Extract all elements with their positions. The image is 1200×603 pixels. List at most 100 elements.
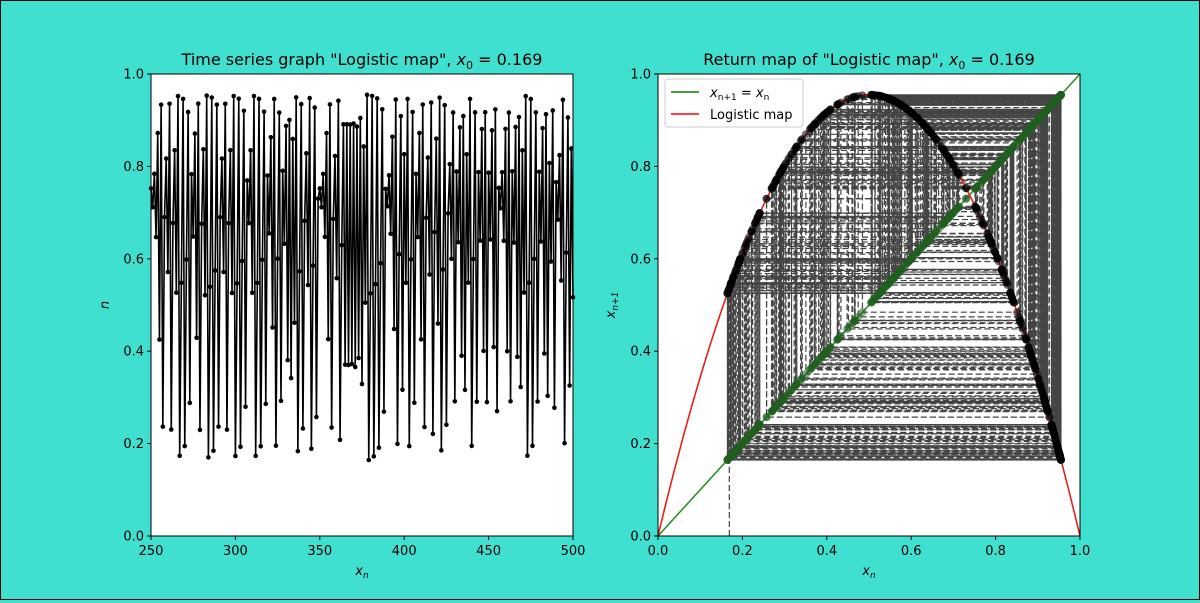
diagonal-point bbox=[871, 293, 880, 302]
time-series-point bbox=[195, 101, 201, 106]
return-map-point bbox=[791, 144, 800, 153]
time-series-xtick-label: 300 bbox=[223, 544, 248, 559]
time-series-point bbox=[209, 95, 215, 100]
diagonal-point bbox=[727, 451, 736, 460]
time-series-point bbox=[207, 284, 213, 290]
return-map-point bbox=[972, 204, 981, 213]
return-map-point bbox=[897, 101, 906, 110]
time-series-point bbox=[268, 134, 274, 140]
time-series-point bbox=[199, 221, 204, 227]
time-series-ylabel: n bbox=[98, 301, 113, 309]
time-series-xtick-label: 350 bbox=[307, 544, 332, 559]
time-series-point bbox=[379, 106, 385, 112]
time-series-point bbox=[167, 101, 172, 107]
time-series-point bbox=[358, 115, 363, 121]
time-series-point bbox=[361, 144, 366, 149]
diagonal-point bbox=[1036, 113, 1045, 122]
return-map-point bbox=[776, 167, 785, 176]
time-series-point bbox=[295, 448, 301, 454]
time-series-point bbox=[477, 238, 483, 243]
time-series-point bbox=[204, 93, 209, 98]
time-series-point bbox=[153, 234, 159, 240]
diagonal-point bbox=[931, 228, 940, 237]
time-series-point bbox=[298, 101, 304, 107]
return-map-legend: xn+1 = xn Logistic map bbox=[664, 78, 804, 128]
time-series-point bbox=[557, 152, 562, 158]
time-series-xlabel: xn bbox=[354, 564, 369, 581]
return-map-point bbox=[723, 289, 732, 298]
time-series-point bbox=[163, 156, 169, 161]
time-series-point bbox=[548, 259, 554, 264]
time-series-point bbox=[386, 173, 392, 178]
time-series-point bbox=[234, 281, 240, 286]
time-series-point bbox=[513, 124, 518, 130]
time-series-point bbox=[278, 398, 284, 404]
return-map-point bbox=[876, 92, 885, 101]
time-series-point bbox=[535, 399, 540, 404]
return-map-point bbox=[912, 113, 921, 122]
return-map-ticks: 0.0 0.2 0.4 0.6 0.8 1.0 0.0 0.2 0.4 0.6 0.8 1.0 bbox=[630, 68, 1090, 560]
diagonal-point bbox=[923, 237, 932, 246]
diagonal-point bbox=[747, 429, 756, 438]
time-series-point bbox=[364, 92, 370, 98]
time-series-point bbox=[425, 155, 431, 160]
diagonal-point bbox=[977, 178, 986, 187]
time-series-point bbox=[467, 96, 473, 102]
return-map-xtick-label: 1.0 bbox=[1070, 544, 1091, 559]
time-series-point bbox=[285, 357, 291, 363]
time-series-point bbox=[190, 234, 196, 239]
time-series-point bbox=[160, 424, 166, 429]
return-map-point bbox=[1047, 420, 1056, 429]
time-series-point bbox=[217, 214, 223, 220]
time-series-point bbox=[194, 335, 199, 341]
return-map-point bbox=[798, 134, 807, 143]
time-series-point bbox=[423, 215, 429, 221]
time-series-point bbox=[332, 153, 338, 159]
return-map-xtick-label: 0.0 bbox=[648, 544, 669, 559]
return-map-frame bbox=[657, 73, 1081, 537]
time-series-point bbox=[255, 280, 260, 286]
time-series-point bbox=[373, 281, 378, 287]
time-series-point bbox=[187, 400, 193, 406]
time-series-point bbox=[464, 151, 469, 157]
return-map-xtick-label: 0.4 bbox=[816, 544, 837, 559]
time-series-point bbox=[270, 325, 275, 330]
time-series-point bbox=[420, 102, 426, 107]
return-map-point bbox=[1042, 403, 1051, 412]
time-series-point bbox=[283, 123, 289, 129]
time-series-point bbox=[454, 169, 459, 174]
time-series-point bbox=[243, 404, 248, 410]
diagonal-point bbox=[798, 374, 807, 383]
time-series-point bbox=[317, 186, 323, 191]
time-series-point bbox=[157, 337, 162, 342]
return-map-point bbox=[887, 95, 896, 104]
return-map-point bbox=[732, 265, 741, 274]
time-series-point bbox=[212, 268, 218, 273]
time-series-point bbox=[496, 185, 502, 191]
time-series-point bbox=[158, 102, 164, 107]
time-series-point bbox=[184, 257, 189, 262]
time-series-point bbox=[413, 171, 419, 177]
diagonal-point bbox=[953, 204, 962, 213]
time-series-point bbox=[567, 383, 572, 388]
time-series-point bbox=[435, 321, 441, 326]
time-series-point bbox=[374, 96, 380, 101]
time-series-point bbox=[253, 453, 258, 459]
time-series-point bbox=[211, 448, 216, 454]
return-map-point bbox=[1052, 439, 1061, 448]
time-series-point bbox=[219, 156, 225, 161]
time-series-point bbox=[521, 290, 527, 295]
return-map-point bbox=[1049, 429, 1058, 438]
return-map-ytick-label: 0.4 bbox=[630, 345, 651, 360]
time-series-point bbox=[238, 444, 243, 450]
time-series-point bbox=[428, 100, 434, 105]
time-series-point bbox=[368, 291, 373, 296]
diagonal-point bbox=[912, 248, 921, 257]
time-series-point bbox=[251, 93, 257, 99]
time-series-point bbox=[344, 121, 350, 127]
diagonal-point bbox=[994, 159, 1003, 168]
time-series-chart: 250 300 350 400 450 500 0.0 0.2 0.4 0.6 0.8 1.0 Tim… bbox=[98, 50, 585, 581]
time-series-point bbox=[459, 353, 464, 359]
time-series-point bbox=[427, 272, 432, 277]
time-series-point bbox=[324, 130, 329, 136]
